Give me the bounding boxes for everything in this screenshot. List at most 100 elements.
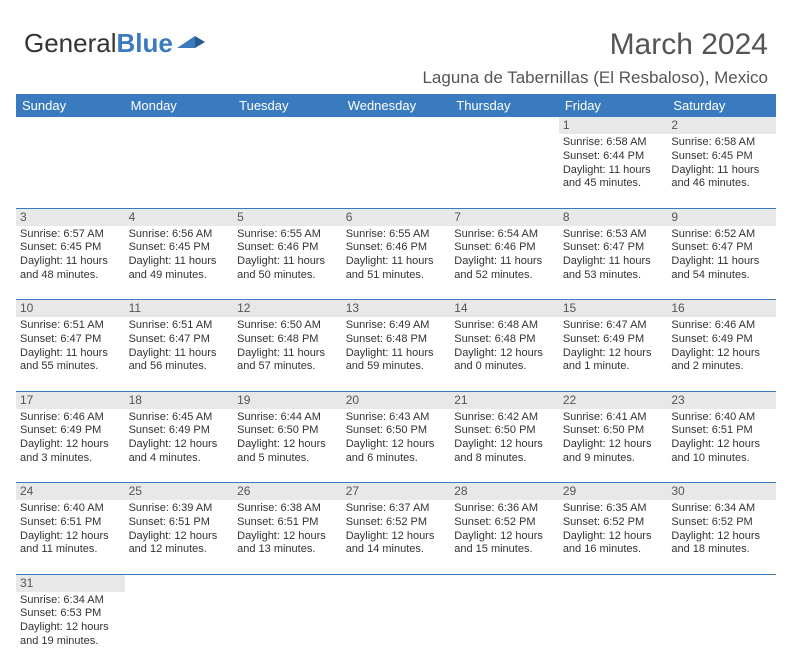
day-number [233, 574, 342, 592]
daynum-row: 12 [16, 117, 776, 134]
sunrise-line: Sunrise: 6:57 AM [20, 228, 121, 242]
week-row: Sunrise: 6:58 AMSunset: 6:44 PMDaylight:… [16, 134, 776, 208]
sunset-line: Sunset: 6:50 PM [346, 424, 447, 438]
sunrise-line: Sunrise: 6:42 AM [454, 411, 555, 425]
day-header: Monday [125, 94, 234, 117]
day-cell: Sunrise: 6:51 AMSunset: 6:47 PMDaylight:… [16, 317, 125, 391]
sunset-line: Sunset: 6:49 PM [20, 424, 121, 438]
sunrise-line: Sunrise: 6:39 AM [129, 502, 230, 516]
day-cell: Sunrise: 6:36 AMSunset: 6:52 PMDaylight:… [450, 500, 559, 574]
daylight-line: Daylight: 11 hours and 56 minutes. [129, 347, 230, 375]
daylight-line: Daylight: 11 hours and 45 minutes. [563, 164, 664, 192]
daylight-line: Daylight: 12 hours and 0 minutes. [454, 347, 555, 375]
day-number: 3 [16, 208, 125, 226]
day-number: 9 [667, 208, 776, 226]
day-cell: Sunrise: 6:52 AMSunset: 6:47 PMDaylight:… [667, 226, 776, 300]
day-cell: Sunrise: 6:55 AMSunset: 6:46 PMDaylight:… [233, 226, 342, 300]
day-number: 18 [125, 391, 234, 409]
daylight-line: Daylight: 12 hours and 9 minutes. [563, 438, 664, 466]
daylight-line: Daylight: 12 hours and 18 minutes. [671, 530, 772, 558]
day-number: 23 [667, 391, 776, 409]
day-cell: Sunrise: 6:56 AMSunset: 6:45 PMDaylight:… [125, 226, 234, 300]
sunrise-line: Sunrise: 6:35 AM [563, 502, 664, 516]
sunset-line: Sunset: 6:53 PM [20, 607, 121, 621]
week-row: Sunrise: 6:40 AMSunset: 6:51 PMDaylight:… [16, 500, 776, 574]
sunrise-line: Sunrise: 6:52 AM [671, 228, 772, 242]
sunrise-line: Sunrise: 6:38 AM [237, 502, 338, 516]
day-number: 2 [667, 117, 776, 134]
sunrise-line: Sunrise: 6:40 AM [671, 411, 772, 425]
day-cell: Sunrise: 6:44 AMSunset: 6:50 PMDaylight:… [233, 409, 342, 483]
location: Laguna de Tabernillas (El Resbaloso), Me… [0, 66, 792, 94]
day-number: 31 [16, 574, 125, 592]
day-number [559, 574, 668, 592]
sunrise-line: Sunrise: 6:55 AM [346, 228, 447, 242]
day-cell: Sunrise: 6:57 AMSunset: 6:45 PMDaylight:… [16, 226, 125, 300]
day-cell: Sunrise: 6:35 AMSunset: 6:52 PMDaylight:… [559, 500, 668, 574]
daylight-line: Daylight: 12 hours and 14 minutes. [346, 530, 447, 558]
day-cell [342, 134, 451, 208]
sunset-line: Sunset: 6:49 PM [129, 424, 230, 438]
day-cell: Sunrise: 6:45 AMSunset: 6:49 PMDaylight:… [125, 409, 234, 483]
day-cell: Sunrise: 6:47 AMSunset: 6:49 PMDaylight:… [559, 317, 668, 391]
sunset-line: Sunset: 6:47 PM [20, 333, 121, 347]
week-row: Sunrise: 6:46 AMSunset: 6:49 PMDaylight:… [16, 409, 776, 483]
day-cell [667, 592, 776, 666]
daylight-line: Daylight: 12 hours and 8 minutes. [454, 438, 555, 466]
day-cell: Sunrise: 6:42 AMSunset: 6:50 PMDaylight:… [450, 409, 559, 483]
sunrise-line: Sunrise: 6:46 AM [20, 411, 121, 425]
week-row: Sunrise: 6:51 AMSunset: 6:47 PMDaylight:… [16, 317, 776, 391]
daylight-line: Daylight: 12 hours and 16 minutes. [563, 530, 664, 558]
day-cell [125, 134, 234, 208]
daylight-line: Daylight: 11 hours and 59 minutes. [346, 347, 447, 375]
day-cell [16, 134, 125, 208]
sunrise-line: Sunrise: 6:47 AM [563, 319, 664, 333]
sunset-line: Sunset: 6:48 PM [346, 333, 447, 347]
week-row: Sunrise: 6:57 AMSunset: 6:45 PMDaylight:… [16, 226, 776, 300]
day-header: Saturday [667, 94, 776, 117]
daynum-row: 31 [16, 574, 776, 592]
daylight-line: Daylight: 11 hours and 53 minutes. [563, 255, 664, 283]
sunset-line: Sunset: 6:50 PM [237, 424, 338, 438]
sunrise-line: Sunrise: 6:50 AM [237, 319, 338, 333]
day-number: 20 [342, 391, 451, 409]
day-cell: Sunrise: 6:50 AMSunset: 6:48 PMDaylight:… [233, 317, 342, 391]
day-number: 7 [450, 208, 559, 226]
sunset-line: Sunset: 6:49 PM [671, 333, 772, 347]
daynum-row: 24252627282930 [16, 483, 776, 501]
sunset-line: Sunset: 6:50 PM [454, 424, 555, 438]
day-header-row: SundayMondayTuesdayWednesdayThursdayFrid… [16, 94, 776, 117]
day-cell: Sunrise: 6:39 AMSunset: 6:51 PMDaylight:… [125, 500, 234, 574]
day-number [16, 117, 125, 134]
sunset-line: Sunset: 6:51 PM [237, 516, 338, 530]
day-cell [450, 592, 559, 666]
day-cell: Sunrise: 6:34 AMSunset: 6:53 PMDaylight:… [16, 592, 125, 666]
daylight-line: Daylight: 12 hours and 5 minutes. [237, 438, 338, 466]
day-number [125, 574, 234, 592]
day-number: 10 [16, 300, 125, 318]
calendar-table: SundayMondayTuesdayWednesdayThursdayFrid… [16, 94, 776, 666]
day-cell [233, 592, 342, 666]
day-number: 30 [667, 483, 776, 501]
logo-text-2: Blue [117, 28, 173, 59]
day-header: Tuesday [233, 94, 342, 117]
daylight-line: Daylight: 11 hours and 50 minutes. [237, 255, 338, 283]
header: GeneralBlue March 2024 [0, 0, 792, 66]
sunset-line: Sunset: 6:46 PM [346, 241, 447, 255]
sunset-line: Sunset: 6:45 PM [671, 150, 772, 164]
day-cell: Sunrise: 6:40 AMSunset: 6:51 PMDaylight:… [667, 409, 776, 483]
day-number [450, 117, 559, 134]
daylight-line: Daylight: 12 hours and 2 minutes. [671, 347, 772, 375]
sunrise-line: Sunrise: 6:53 AM [563, 228, 664, 242]
day-number: 17 [16, 391, 125, 409]
day-number: 27 [342, 483, 451, 501]
day-number: 28 [450, 483, 559, 501]
day-cell [559, 592, 668, 666]
daylight-line: Daylight: 12 hours and 19 minutes. [20, 621, 121, 649]
day-cell: Sunrise: 6:43 AMSunset: 6:50 PMDaylight:… [342, 409, 451, 483]
day-cell [450, 134, 559, 208]
sunset-line: Sunset: 6:47 PM [671, 241, 772, 255]
day-number [342, 117, 451, 134]
sunrise-line: Sunrise: 6:49 AM [346, 319, 447, 333]
month-title: March 2024 [610, 28, 768, 62]
